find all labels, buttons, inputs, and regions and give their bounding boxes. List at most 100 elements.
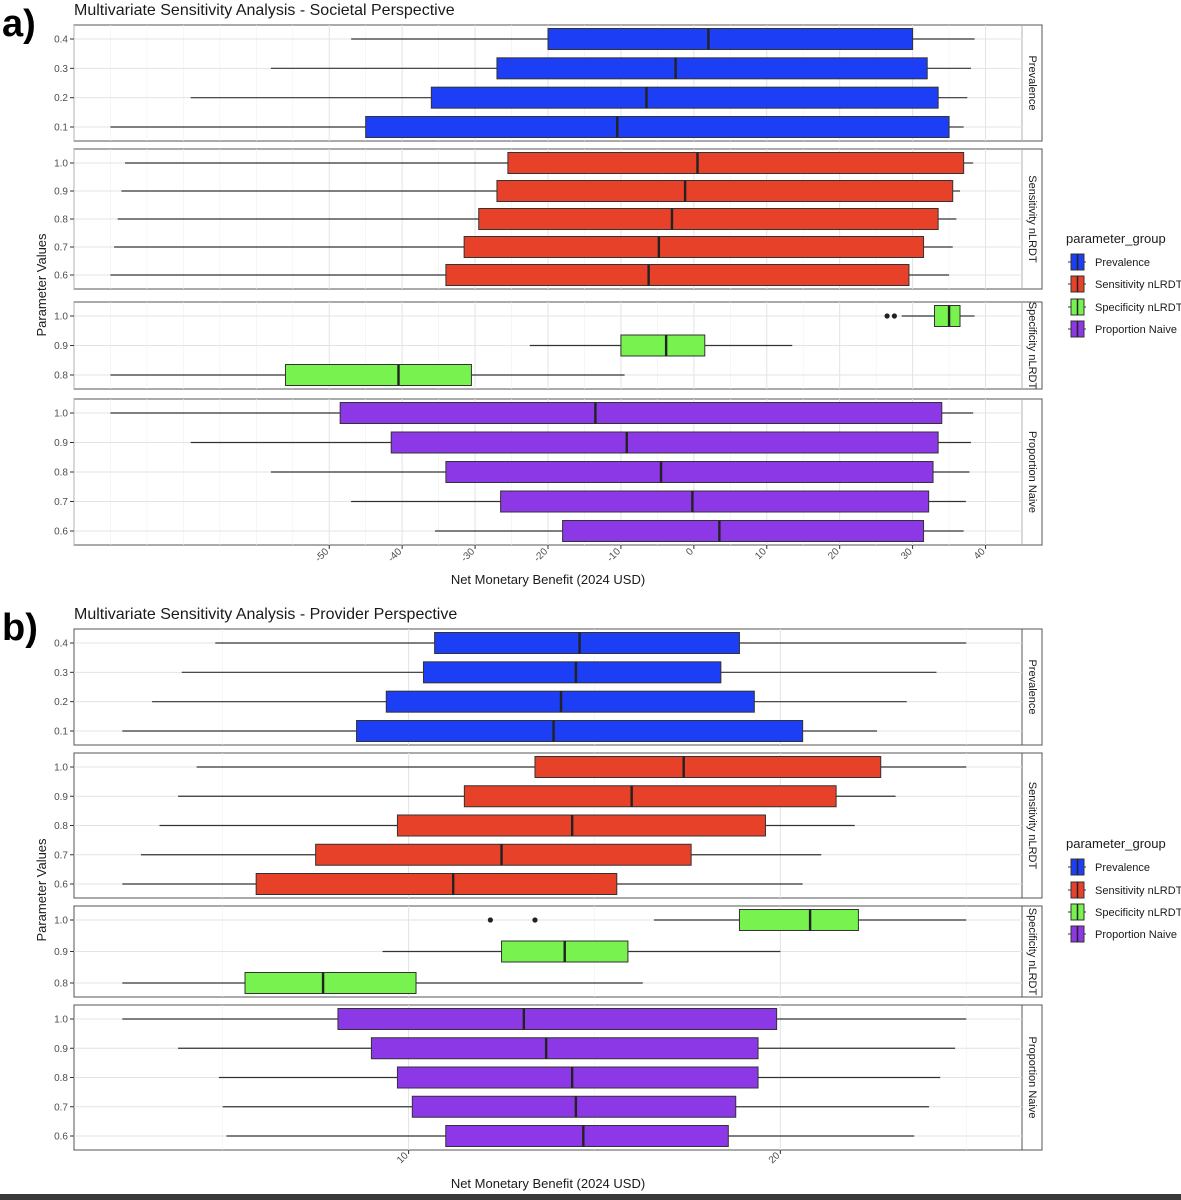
facet-prevalence: 0.4 0.3 0.2 0.1 Prevalence: [54, 24, 1043, 142]
box-iqr: [738, 909, 859, 931]
y-tick-label: 0.9: [54, 947, 68, 958]
box-iqr: [284, 364, 472, 386]
box-prevalence-0-2: [152, 690, 907, 713]
y-axis-title: Parameter Values: [34, 838, 49, 942]
box-iqr: [445, 264, 910, 286]
box-iqr: [370, 1037, 759, 1060]
box-specificity-nlrdt-1-0: [884, 305, 975, 327]
box-sensitivity-nlrdt-0-8: [117, 208, 957, 230]
box-iqr: [411, 1095, 737, 1118]
y-tick-label: 0.6: [54, 527, 68, 538]
box-iqr: [562, 520, 925, 542]
y-tick-label: 0.9: [54, 1044, 68, 1055]
legend: parameter_group Prevalence Sensitivity nLR…: [1066, 836, 1181, 943]
facet-proportion-naive: 1.0 0.9 0.8 0.7 0.6 Proportion Naive: [54, 398, 1043, 546]
box-sensitivity-nlrdt-1-0: [196, 756, 967, 778]
facet-strip-label: Specificity nLRDT: [1026, 908, 1038, 996]
x-axis-title: Net Monetary Benefit (2024 USD): [451, 1176, 645, 1191]
box-iqr: [445, 1125, 729, 1147]
box-iqr: [507, 152, 965, 174]
box-proportion-naive-0-6: [226, 1125, 915, 1147]
y-tick-label: 0.8: [54, 215, 68, 226]
box-sensitivity-nlrdt-0-6: [122, 873, 803, 895]
box-proportion-naive-0-8: [270, 461, 970, 483]
box-specificity-nlrdt-1-0: [487, 909, 967, 931]
box-iqr: [390, 431, 939, 454]
legend-title: parameter_group: [1066, 836, 1166, 851]
legend-label: Proportion Naive: [1095, 324, 1177, 336]
box-iqr: [463, 785, 837, 808]
y-tick-label: 0.8: [54, 1073, 68, 1084]
box-iqr: [534, 756, 882, 778]
facet-strip-label: Specificity nLRDT: [1026, 302, 1038, 390]
box-iqr: [500, 490, 930, 513]
box-proportion-naive-0-8: [218, 1066, 941, 1089]
legend-item-specificity-nlrdt: Specificity nLRDT: [1068, 903, 1181, 921]
box-proportion-naive-0-7: [351, 490, 966, 513]
box-iqr: [315, 843, 692, 866]
y-tick-label: 0.4: [54, 639, 68, 650]
box-proportion-naive-1-0: [122, 1008, 967, 1030]
chart-title: Multivariate Sensitivity Analysis - Soci…: [74, 2, 455, 19]
x-tick-label: 0: [684, 546, 696, 558]
box-sensitivity-nlrdt-0-8: [159, 814, 855, 837]
legend-item-sensitivity-nlrdt: Sensitivity nLRDT: [1068, 881, 1181, 899]
legend-title: parameter_group: [1066, 231, 1166, 246]
box-sensitivity-nlrdt-0-9: [121, 180, 961, 202]
facet-strip-label: Prevalence: [1026, 659, 1038, 714]
legend: parameter_group Prevalence Sensitivity nLR…: [1066, 231, 1181, 338]
box-iqr: [365, 116, 950, 138]
y-tick-label: 0.1: [54, 727, 68, 738]
y-tick-label: 0.6: [54, 271, 68, 282]
box-iqr: [478, 208, 939, 230]
y-tick-label: 0.6: [54, 1132, 68, 1143]
facet-prevalence: 0.4 0.3 0.2 0.1 Prevalence: [54, 628, 1043, 746]
legend-item-proportion-naive: Proportion Naive: [1068, 925, 1177, 943]
panel-label: a): [2, 3, 36, 45]
facet-strip-label: Sensitivity nLRDT: [1026, 175, 1038, 263]
box-iqr: [445, 461, 934, 483]
y-tick-label: 0.3: [54, 668, 68, 679]
box-proportion-naive-0-9: [190, 431, 971, 454]
box-sensitivity-nlrdt-0-6: [110, 264, 950, 286]
y-tick-label: 1.0: [54, 916, 68, 927]
box-prevalence-0-1: [110, 116, 964, 138]
y-tick-label: 1.0: [54, 409, 68, 420]
box-specificity-nlrdt-0-9: [529, 334, 793, 357]
box-iqr: [463, 236, 925, 258]
y-tick-label: 0.9: [54, 438, 68, 449]
box-proportion-naive-0-6: [434, 520, 964, 542]
facet-specificity-nlrdt: 1.0 0.9 0.8 Specificity nLRDT: [54, 905, 1043, 998]
y-tick-label: 0.8: [54, 371, 68, 382]
y-tick-label: 0.9: [54, 341, 68, 352]
bottom-border: [0, 1194, 1181, 1200]
box-iqr: [385, 690, 755, 713]
y-tick-label: 1.0: [54, 312, 68, 323]
y-tick-label: 0.4: [54, 35, 68, 46]
box-sensitivity-nlrdt-1-0: [125, 152, 974, 174]
box-prevalence-0-2: [190, 86, 968, 109]
box-specificity-nlrdt-0-8: [122, 972, 643, 994]
y-tick-label: 1.0: [54, 1015, 68, 1026]
y-tick-label: 1.0: [54, 763, 68, 774]
box-prevalence-0-1: [122, 720, 878, 742]
y-tick-label: 0.7: [54, 497, 68, 508]
chart-panel-1: a) Multivariate Sensitivity Analysis - So…: [2, 2, 1181, 587]
box-proportion-naive-0-7: [222, 1095, 930, 1118]
legend-label: Sensitivity nLRDT: [1095, 279, 1181, 291]
box-prevalence-0-4: [351, 28, 975, 50]
y-tick-label: 0.7: [54, 1102, 68, 1113]
box-sensitivity-nlrdt-0-7: [140, 843, 822, 866]
legend-label: Specificity nLRDT: [1095, 302, 1181, 314]
y-tick-label: 0.6: [54, 880, 68, 891]
facet-strip-label: Sensitivity nLRDT: [1026, 782, 1038, 870]
box-specificity-nlrdt-0-9: [382, 940, 781, 963]
y-tick-label: 0.3: [54, 64, 68, 75]
box-iqr: [396, 1066, 759, 1089]
legend-label: Sensitivity nLRDT: [1095, 885, 1181, 897]
chart-title: Multivariate Sensitivity Analysis - Prov…: [74, 606, 457, 623]
facet-proportion-naive: 1.0 0.9 0.8 0.7 0.6 Proportion Naive: [54, 1004, 1043, 1151]
box-iqr: [244, 972, 417, 994]
box-iqr: [422, 661, 722, 684]
